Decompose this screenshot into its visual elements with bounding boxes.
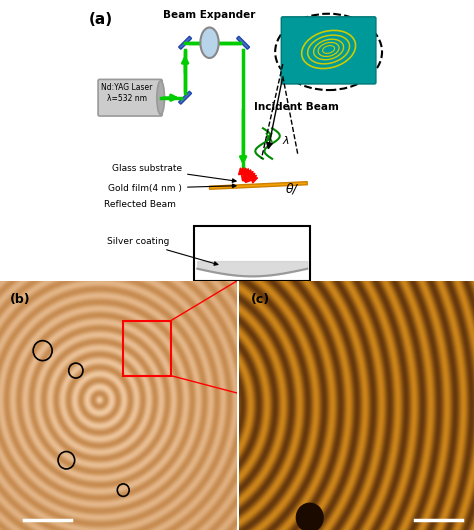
Text: Beam Expander: Beam Expander	[164, 10, 255, 20]
Text: Silver coating: Silver coating	[108, 237, 218, 265]
Polygon shape	[179, 91, 191, 104]
Polygon shape	[237, 36, 250, 49]
Circle shape	[296, 502, 324, 530]
Text: Gold film(4 nm ): Gold film(4 nm )	[108, 184, 236, 193]
Text: Reflected Beam: Reflected Beam	[104, 200, 176, 209]
Bar	[194, 226, 310, 281]
Text: θ/: θ/	[286, 182, 298, 196]
Text: (a): (a)	[89, 12, 113, 27]
Text: (b): (b)	[9, 294, 30, 306]
Text: Glass substrate: Glass substrate	[112, 164, 236, 182]
Ellipse shape	[157, 81, 164, 114]
Text: Incident Beam: Incident Beam	[254, 102, 338, 112]
Text: (c): (c)	[251, 294, 270, 306]
Polygon shape	[210, 182, 307, 189]
Ellipse shape	[201, 28, 219, 58]
Text: λ: λ	[283, 136, 290, 146]
Text: Nd:YAG Laser
λ=532 nm: Nd:YAG Laser λ=532 nm	[101, 83, 153, 103]
FancyBboxPatch shape	[281, 17, 376, 84]
Polygon shape	[179, 36, 191, 49]
FancyBboxPatch shape	[98, 80, 162, 116]
Bar	[123, 321, 171, 376]
